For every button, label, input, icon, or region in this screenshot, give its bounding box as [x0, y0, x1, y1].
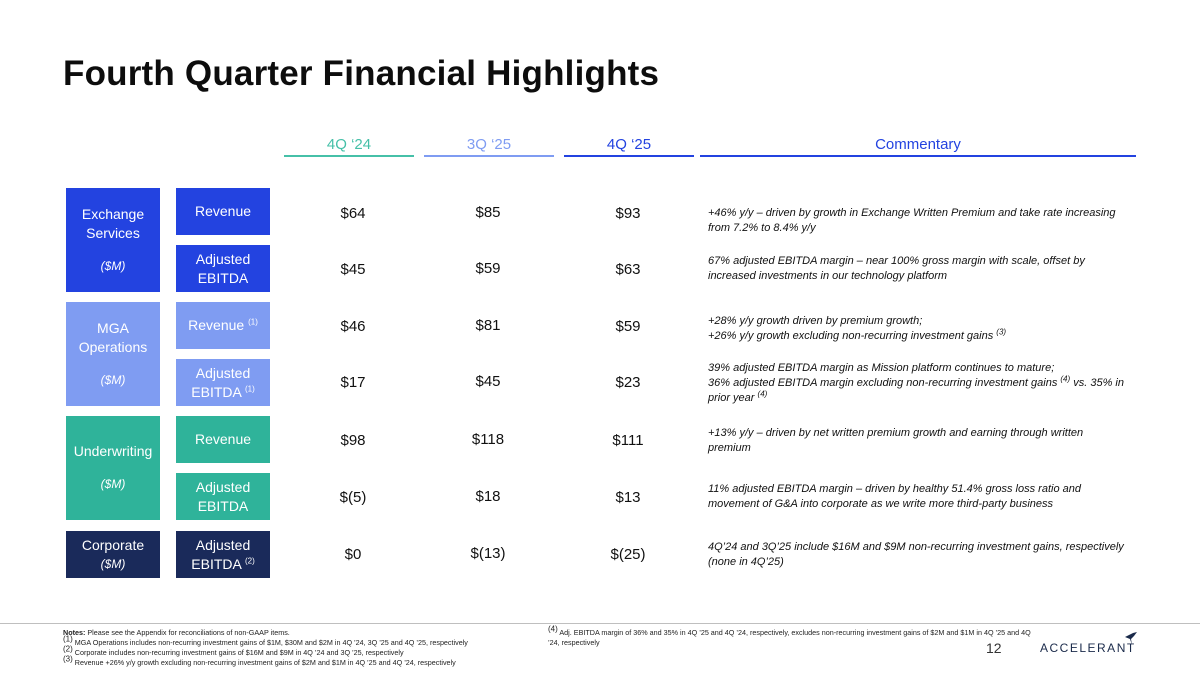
segment-mga-operations: MGA Operations ($M) — [66, 302, 160, 406]
commentary-underwriting-ebitda: 11% adjusted EBITDA margin – driven by h… — [708, 483, 1081, 510]
metric-box-exchange-revenue: Revenue — [176, 188, 270, 235]
value-3q25: $85 — [475, 204, 501, 221]
metric-box-mga-ebitda: Adjusted EBITDA (1) — [176, 359, 270, 406]
value-3q25: $118 — [471, 431, 505, 448]
segment-underwriting: Underwriting ($M) — [66, 416, 160, 520]
company-logo: ACCELERANT — [1040, 632, 1137, 655]
metric-box-corporate-ebitda: Adjusted EBITDA (2) — [176, 531, 270, 578]
segment-exchange-services: Exchange Services ($M) — [66, 188, 160, 292]
commentary-underwriting-revenue: +13% y/y – driven by net written premium… — [708, 427, 1084, 454]
footnote-mark: (1) — [248, 317, 258, 327]
footnotes-right: (4) Adj. EBITDA margin of 36% and 35% in… — [548, 624, 1031, 647]
metric-box-underwriting-revenue: Revenue — [176, 416, 270, 463]
col-header-4q25: 4Q ‘25 — [606, 136, 652, 153]
value-3q25: $(13) — [470, 545, 506, 562]
value-4q24: $98 — [340, 432, 366, 449]
segment-name: Exchange Services — [81, 205, 145, 241]
value-3q25: $18 — [475, 488, 501, 505]
footnote-mark: (3) — [996, 327, 1007, 337]
metric-label: Adjusted EBITDA — [195, 478, 251, 514]
col-header-3q25: 3Q ‘25 — [466, 136, 512, 153]
value-4q24: $46 — [340, 318, 366, 335]
col-header-commentary: Commentary — [875, 136, 961, 153]
value-4q24: $(5) — [339, 489, 367, 506]
value-4q24: $0 — [344, 546, 362, 563]
value-4q25: $63 — [615, 261, 641, 278]
segment-name: Underwriting — [73, 443, 153, 459]
value-4q25: $111 — [612, 432, 644, 449]
metric-label: Revenue — [194, 431, 252, 447]
value-4q25: $(25) — [610, 546, 646, 563]
metric-label: Revenue (1) — [188, 317, 258, 333]
value-4q24: $17 — [340, 374, 366, 391]
footnote-mark: (1) — [244, 383, 255, 393]
col-underline-commentary — [700, 155, 1136, 157]
footnote-mark: (4) — [757, 389, 768, 399]
commentary-mga-revenue: +28% y/y growth driven by premium growth… — [708, 315, 1007, 342]
segment-unit: ($M) — [100, 372, 126, 387]
footnote-mark: (4) — [1060, 374, 1071, 384]
value-3q25: $45 — [475, 373, 501, 390]
value-4q25: $13 — [615, 489, 641, 506]
metric-label: Adjusted EBITDA (2) — [191, 536, 255, 572]
col-underline-4q25 — [564, 155, 694, 157]
metric-box-mga-revenue: Revenue (1) — [176, 302, 270, 349]
value-3q25: $81 — [475, 317, 501, 334]
bird-icon — [1125, 632, 1137, 645]
commentary-mga-ebitda: 39% adjusted EBITDA margin as Mission pl… — [708, 362, 1124, 404]
col-underline-4q24 — [284, 155, 414, 157]
segment-unit: ($M) — [100, 477, 126, 491]
col-underline-3q25 — [424, 155, 554, 157]
page-title: Fourth Quarter Financial Highlights — [63, 54, 660, 93]
value-3q25: $59 — [475, 260, 501, 277]
metric-box-exchange-ebitda: Adjusted EBITDA — [176, 245, 270, 292]
metric-label: Adjusted EBITDA (1) — [191, 364, 255, 400]
value-4q25: $59 — [615, 318, 641, 335]
value-4q24: $45 — [340, 261, 366, 278]
footer-divider — [0, 623, 1200, 624]
commentary-exchange-ebitda: 67% adjusted EBITDA margin – near 100% g… — [708, 255, 1085, 282]
value-4q25: $93 — [615, 205, 641, 222]
logo-wordmark: ACCELERANT — [1040, 641, 1136, 655]
value-4q24: $64 — [340, 205, 366, 222]
metric-label: Adjusted EBITDA — [195, 250, 251, 286]
segment-name: Corporate — [81, 536, 145, 553]
page-number: 12 — [986, 640, 1002, 656]
commentary-corporate-ebitda: 4Q’24 and 3Q’25 include $16M and $9M non… — [708, 541, 1124, 568]
segment-unit: ($M) — [100, 258, 126, 273]
footnote-mark: (2) — [244, 555, 255, 565]
commentary-exchange-revenue: +46% y/y – driven by growth in Exchange … — [708, 207, 1116, 234]
segment-unit: ($M) — [100, 556, 126, 571]
footnotes-left: Notes: Please see the Appendix for recon… — [63, 628, 468, 667]
segment-corporate: Corporate ($M) — [66, 531, 160, 578]
metric-box-underwriting-ebitda: Adjusted EBITDA — [176, 473, 270, 520]
value-4q25: $23 — [615, 374, 641, 391]
segment-name: MGA Operations — [78, 319, 148, 355]
col-header-4q24: 4Q ‘24 — [326, 136, 372, 153]
metric-label: Revenue — [194, 203, 252, 219]
